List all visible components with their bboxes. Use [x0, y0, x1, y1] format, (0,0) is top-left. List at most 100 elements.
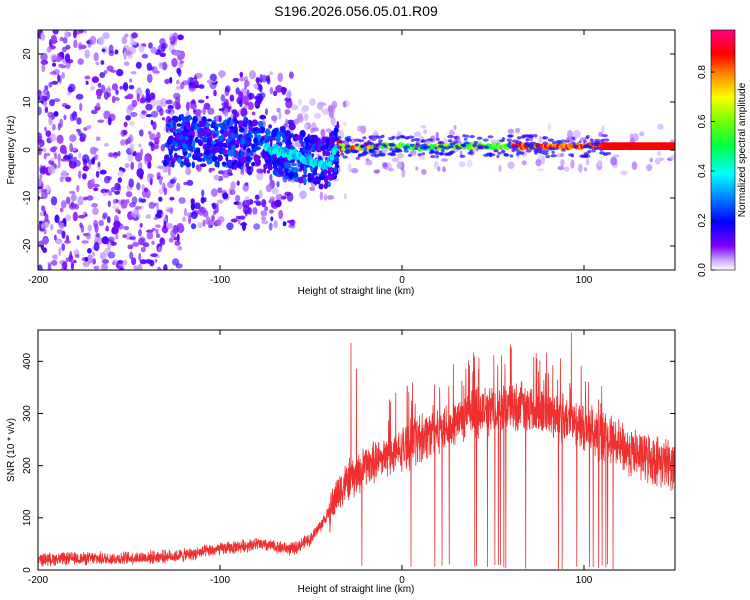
heatmap-cell: [161, 61, 168, 71]
heatmap-cell: [139, 259, 147, 265]
heatmap-cell: [180, 82, 185, 90]
heatmap-cell: [251, 111, 256, 116]
colorbar-ticks: 0.0 0.2 0.4 0.6 0.8: [697, 65, 715, 277]
heatmap-cell: [307, 173, 312, 178]
heatmap-cell: [513, 144, 520, 148]
heatmap-cell: [368, 135, 373, 140]
heatmap-cell: [169, 77, 173, 82]
heatmap-cell: [50, 196, 58, 206]
heatmap-cell: [211, 147, 216, 156]
heatmap-cell: [43, 100, 48, 107]
heatmap-cell: [282, 139, 287, 143]
heatmap-cell: [310, 127, 317, 132]
heatmap-cell: [225, 155, 229, 162]
heatmap-cell: [224, 99, 229, 108]
heatmap-cell: [129, 45, 137, 55]
heatmap-cell: [222, 142, 228, 148]
heatmap-cell: [440, 158, 448, 162]
snr-y-tick-label: 100: [22, 509, 33, 526]
heatmap-cell: [277, 72, 284, 83]
heatmap-cell: [524, 141, 530, 145]
heatmap-cell: [195, 72, 203, 79]
heatmap-cell: [591, 149, 596, 153]
heatmap-cell: [269, 136, 273, 145]
heatmap-cell: [48, 116, 53, 126]
heatmap-cell: [430, 155, 436, 159]
heatmap-cell: [104, 87, 112, 92]
heatmap-cell: [47, 111, 52, 117]
heatmap-cell: [50, 157, 54, 161]
heatmap-cell: [362, 150, 368, 154]
colorbar-gradient: [710, 29, 736, 271]
heatmap-cell: [97, 165, 101, 171]
heatmap-cell: [41, 147, 47, 153]
colorbar-tick-label: 0.2: [697, 213, 708, 227]
heatmap-cell: [382, 162, 388, 168]
heatmap-cell: [360, 144, 365, 148]
heatmap-cell: [102, 32, 110, 40]
heatmap-cell: [396, 148, 402, 152]
heatmap-cell: [85, 232, 91, 240]
heatmap-cell: [84, 256, 89, 262]
heatmap-cell: [595, 146, 601, 150]
heatmap-cell: [639, 131, 645, 137]
heatmap-cell: [125, 115, 132, 121]
heatmap-cell: [222, 192, 229, 200]
heatmap-cell: [531, 134, 538, 138]
heatmap-cell: [204, 128, 211, 134]
heatmap-cell: [170, 111, 174, 116]
heatmap-cell: [284, 109, 291, 115]
heatmap-cell: [100, 60, 105, 65]
heatmap-cell: [177, 34, 184, 41]
heatmap-cell: [56, 134, 64, 144]
heatmap-cell: [245, 199, 250, 205]
heatmap-cell: [297, 176, 305, 184]
heatmap-cell: [535, 158, 542, 167]
heatmap-cell: [95, 170, 100, 178]
heatmap-cell: [177, 135, 184, 140]
heatmap-cell: [565, 139, 570, 143]
heatmap-cell: [201, 189, 205, 198]
heatmap-cell: [200, 196, 205, 204]
heatmap-cell: [139, 98, 146, 104]
heatmap-cell: [265, 108, 268, 116]
heatmap-cell: [253, 223, 261, 230]
heatmap-cell: [251, 119, 258, 127]
heatmap-cells: [38, 30, 675, 270]
heatmap-cell: [167, 105, 174, 110]
heatmap-cell: [149, 133, 156, 141]
heatmap-cell: [217, 187, 223, 194]
heatmap-cell: [557, 141, 563, 145]
heatmap-cell: [74, 159, 81, 167]
heatmap-cell: [370, 153, 378, 157]
heatmap-cell: [602, 142, 675, 150]
heatmap-cell: [229, 189, 236, 195]
heatmap-cell: [158, 177, 163, 185]
heatmap-cell: [41, 205, 45, 212]
heatmap-cell: [538, 135, 543, 144]
heatmap-cell: [47, 262, 52, 266]
heatmap-cell: [218, 115, 222, 123]
heatmap-cell: [482, 138, 489, 142]
heatmap-cell: [78, 152, 82, 160]
heatmap-cell: [122, 82, 129, 92]
heatmap-cell: [381, 147, 388, 154]
heatmap-cell: [170, 120, 174, 128]
heatmap-x-tick-label: -200: [28, 275, 48, 286]
heatmap-cell: [516, 152, 520, 156]
heatmap-cell: [561, 148, 566, 152]
snr-panel: -200 -100 0 100 0 100 200 300 400 Height of str…: [6, 329, 676, 595]
heatmap-cell: [333, 127, 339, 134]
heatmap-cell: [254, 194, 260, 200]
heatmap-y-tick-label: 10: [22, 96, 33, 108]
heatmap-cell: [208, 224, 214, 229]
heatmap-cell: [138, 162, 143, 170]
heatmap-cell: [165, 108, 172, 114]
heatmap-cell: [289, 219, 296, 226]
heatmap-cell: [185, 125, 192, 130]
heatmap-cell: [180, 161, 184, 165]
heatmap-cell: [268, 124, 272, 129]
heatmap-cell: [195, 136, 199, 144]
heatmap-cell: [600, 138, 605, 142]
heatmap-cell: [82, 154, 90, 164]
